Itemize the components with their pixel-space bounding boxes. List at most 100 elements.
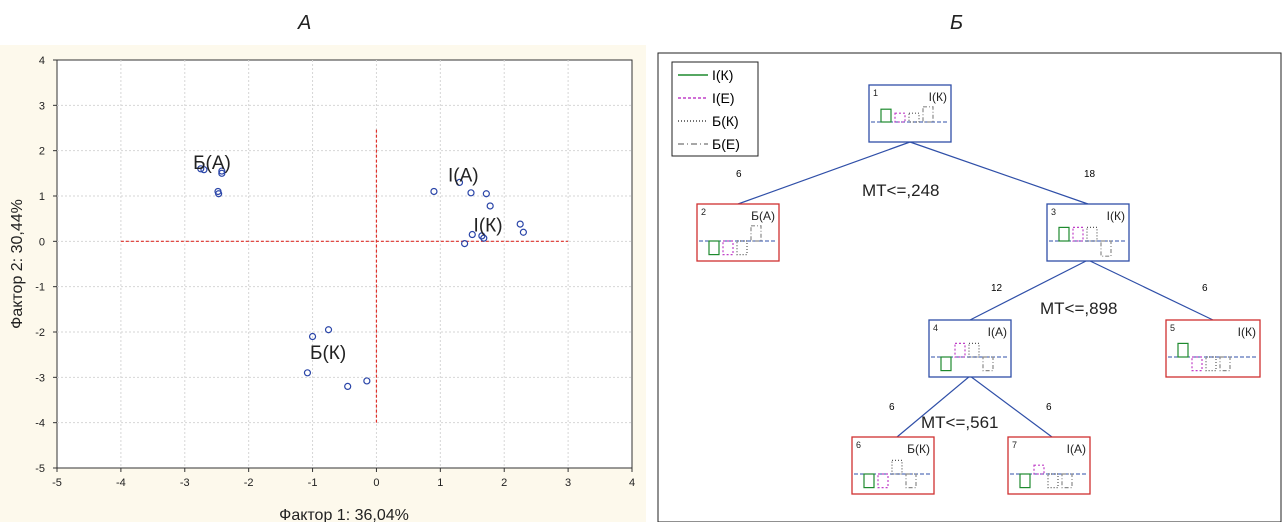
distribution-bar xyxy=(880,108,892,123)
data-point xyxy=(324,326,333,334)
node-id: 3 xyxy=(1051,207,1056,217)
distribution-bar xyxy=(954,342,966,358)
distribution-bar xyxy=(863,473,875,489)
x-tick-label: -4 xyxy=(116,477,126,489)
distribution-bar xyxy=(1191,356,1203,372)
edge-1-3 xyxy=(909,141,1089,205)
node-frame xyxy=(928,319,1012,378)
node-id: 5 xyxy=(1170,323,1175,333)
distribution-bar xyxy=(894,112,906,123)
distribution-bar xyxy=(1219,356,1231,372)
data-point xyxy=(480,234,488,242)
edge-3-4 xyxy=(969,259,1089,321)
node-class-label: I(К) xyxy=(929,90,947,104)
x-tick-label: 3 xyxy=(565,477,571,489)
tree-node-3: 3 I(К) xyxy=(1046,203,1130,262)
reference-lines xyxy=(120,128,569,423)
node-frame xyxy=(1007,436,1091,495)
plot-area xyxy=(56,59,633,469)
node-class-label: I(К) xyxy=(1107,209,1125,223)
cluster-label: Б(А) xyxy=(193,153,231,174)
legend-label-bk: Б(К) xyxy=(712,113,739,129)
data-point xyxy=(455,178,464,186)
distribution-bar xyxy=(708,240,720,256)
node-id: 6 xyxy=(856,440,861,450)
data-point xyxy=(218,167,226,175)
y-tick-label: 1 xyxy=(39,191,45,203)
x-tick-label: -1 xyxy=(308,477,318,489)
y-tick-label: -5 xyxy=(35,463,45,475)
y-axis-label: Фактор 2: 30,44% xyxy=(9,199,26,329)
data-point xyxy=(218,169,226,177)
tree-edges xyxy=(737,141,1214,438)
node-class-label: I(А) xyxy=(1067,442,1086,456)
branch-count-2-left: 12 xyxy=(991,283,1003,294)
distribution-bar xyxy=(922,106,934,123)
distribution-bar xyxy=(722,240,734,256)
tree-node-5: 5 I(К) xyxy=(1165,319,1261,378)
legend-label-be: Б(Е) xyxy=(712,136,740,152)
x-tick-label: 0 xyxy=(373,477,379,489)
edge-4-7 xyxy=(969,375,1053,438)
distribution-bar xyxy=(1019,473,1031,489)
tree-node-7: 7 I(А) xyxy=(1007,436,1091,495)
node-class-label: I(А) xyxy=(988,325,1007,339)
node-frame xyxy=(1046,203,1130,262)
data-point xyxy=(467,189,475,197)
tree-nodes: 1 I(К) 2 Б(А) 3 I(К) 4 I(А) 5 I(К) 6 Б(К) 7 I(А) xyxy=(696,84,1261,495)
y-tick-label: -4 xyxy=(35,418,45,430)
branch-count-1-right: 18 xyxy=(1084,169,1096,180)
y-tick-label: 3 xyxy=(39,100,45,112)
edge-3-5 xyxy=(1087,259,1214,321)
data-point xyxy=(200,166,208,174)
data-point xyxy=(197,165,205,173)
legend-label-ik: I(К) xyxy=(712,67,733,83)
node-frame xyxy=(851,436,935,495)
axis-ticks: -5 -4 -3 -2 -1 0 1 2 3 4 -5 -4 -3 -2 -1 0 1 2 3 4 xyxy=(35,55,635,489)
data-point xyxy=(363,377,371,385)
node-id: 7 xyxy=(1012,440,1017,450)
node-frame xyxy=(696,203,780,262)
split-rule-1: МТ<=,248 xyxy=(862,181,940,200)
node-id: 4 xyxy=(933,323,938,333)
node-frame xyxy=(1165,319,1261,378)
data-point xyxy=(461,240,469,248)
tree-node-2: 2 Б(А) xyxy=(696,203,780,262)
x-tick-label: -3 xyxy=(180,477,190,489)
data-points xyxy=(197,165,527,390)
branch-count-3-right: 6 xyxy=(1046,402,1052,413)
distribution-bar xyxy=(877,473,889,489)
y-tick-label: -3 xyxy=(35,372,45,384)
distribution-bar xyxy=(1061,473,1073,489)
data-point xyxy=(215,190,223,198)
node-class-label: Б(К) xyxy=(907,442,930,456)
data-point xyxy=(519,228,527,236)
y-tick-label: -1 xyxy=(35,282,45,294)
branch-count-3-left: 6 xyxy=(889,402,895,413)
x-tick-label: 2 xyxy=(501,477,507,489)
branch-count-2-right: 6 xyxy=(1202,283,1208,294)
distribution-bar xyxy=(982,356,994,372)
distribution-bar xyxy=(940,356,952,372)
distribution-bar xyxy=(908,112,920,123)
cluster-label: I(К) xyxy=(474,215,503,236)
distribution-bar xyxy=(750,225,762,242)
data-point xyxy=(430,187,438,196)
edge-4-6 xyxy=(896,375,971,438)
data-point xyxy=(482,190,490,198)
cluster-label: I(А) xyxy=(448,165,479,186)
panel-label-b: Б xyxy=(950,12,964,34)
y-tick-label: 2 xyxy=(39,146,45,158)
y-tick-label: -2 xyxy=(35,327,45,339)
cluster-labels: Б(А) I(А) I(К) Б(К) xyxy=(193,153,502,364)
data-point xyxy=(308,332,317,341)
x-tick-label: 4 xyxy=(629,477,635,489)
tree-frame xyxy=(657,52,1282,522)
x-tick-label: -5 xyxy=(52,477,62,489)
cluster-label: Б(К) xyxy=(310,343,346,364)
tree-node-6: 6 Б(К) xyxy=(851,436,935,495)
tree-node-4: 4 I(А) xyxy=(928,319,1012,378)
classification-tree: I(К) I(Е) Б(К) Б(Е) МТ<=,248 МТ<=,898 МТ… xyxy=(657,52,1282,522)
distribution-bar xyxy=(1177,342,1189,358)
